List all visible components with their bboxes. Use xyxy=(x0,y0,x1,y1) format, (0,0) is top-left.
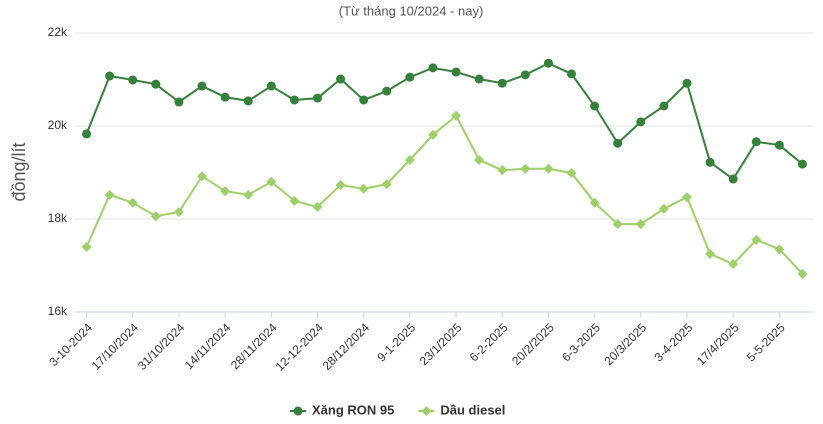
point xyxy=(543,163,554,174)
point xyxy=(613,138,623,148)
chart-subtitle: (Từ tháng 10/2024 - nay) xyxy=(339,3,484,18)
point xyxy=(751,137,761,147)
point xyxy=(682,78,692,88)
point xyxy=(243,96,253,106)
x-tick-label: 17/10/2024 xyxy=(89,320,142,373)
x-tick-label: 23/1/2025 xyxy=(417,320,465,368)
point xyxy=(220,186,231,197)
point xyxy=(312,201,323,212)
y-tick-label: 16k xyxy=(48,304,68,318)
x-tick-label: 20/2/2025 xyxy=(509,320,557,368)
point xyxy=(336,74,346,84)
point xyxy=(127,197,138,208)
x-tick-label: 3-10-2024 xyxy=(46,320,95,369)
x-tick-label: 9-1-2025 xyxy=(374,320,418,364)
point xyxy=(612,219,623,230)
legend-marker xyxy=(421,406,432,416)
y-tick-label: 18k xyxy=(48,211,68,225)
x-tick-label: 20/3/2025 xyxy=(602,320,650,368)
point xyxy=(751,234,762,245)
point xyxy=(543,58,553,68)
legend-label: Dầu diesel xyxy=(440,402,505,417)
point xyxy=(243,189,254,200)
point xyxy=(728,259,739,270)
point xyxy=(497,165,508,176)
x-tick-label: 28/12/2024 xyxy=(320,320,373,373)
point xyxy=(659,101,669,111)
x-tick-label: 6-2-2025 xyxy=(467,320,511,364)
point xyxy=(474,74,484,84)
y-tick-label: 22k xyxy=(48,25,68,39)
point xyxy=(797,268,808,279)
point xyxy=(358,183,369,194)
point xyxy=(151,79,161,89)
series-line xyxy=(85,114,804,275)
point xyxy=(567,69,577,79)
point xyxy=(681,192,692,203)
legend-marker xyxy=(293,406,303,416)
point xyxy=(150,211,161,222)
point xyxy=(635,219,646,230)
point xyxy=(289,195,300,206)
point xyxy=(774,140,784,150)
point xyxy=(266,176,277,187)
y-tick-label: 20k xyxy=(48,118,68,132)
point xyxy=(497,78,507,88)
point xyxy=(428,63,438,73)
point xyxy=(382,86,392,96)
point xyxy=(774,244,785,255)
point xyxy=(128,75,138,85)
point xyxy=(174,97,184,107)
point xyxy=(335,180,346,191)
point xyxy=(266,81,276,91)
point xyxy=(104,189,115,200)
x-tick-label: 5-5-2025 xyxy=(744,320,788,364)
point xyxy=(197,81,207,91)
x-tick-label: 3-4-2025 xyxy=(651,320,695,364)
point xyxy=(220,92,230,102)
point xyxy=(381,179,392,190)
point xyxy=(405,72,415,82)
point xyxy=(82,129,92,139)
point xyxy=(404,154,415,165)
point xyxy=(173,207,184,218)
point xyxy=(105,71,115,81)
x-tick-label: 6-3-2025 xyxy=(559,320,603,364)
x-tick-label: 31/10/2024 xyxy=(135,320,188,373)
point xyxy=(590,101,600,111)
point xyxy=(705,248,716,259)
point xyxy=(589,197,600,208)
point xyxy=(289,95,299,105)
series-line xyxy=(85,62,804,181)
point xyxy=(520,70,530,80)
point xyxy=(705,157,715,167)
y-axis-label: đồng/lít xyxy=(9,142,29,201)
point xyxy=(451,67,461,77)
point xyxy=(359,95,369,105)
point xyxy=(312,93,322,103)
point xyxy=(728,174,738,184)
point xyxy=(566,167,577,178)
legend-label: Xăng RON 95 xyxy=(312,402,394,417)
point xyxy=(81,241,92,252)
point xyxy=(451,110,462,121)
point xyxy=(427,129,438,140)
x-tick-label: 12-12-2024 xyxy=(273,320,327,374)
point xyxy=(197,171,208,182)
point xyxy=(636,117,646,127)
x-tick-label: 14/11/2024 xyxy=(182,320,234,372)
point xyxy=(474,154,485,165)
point xyxy=(658,203,669,214)
point xyxy=(520,163,531,174)
point xyxy=(797,159,807,169)
x-tick-label: 17/4/2025 xyxy=(694,320,742,368)
